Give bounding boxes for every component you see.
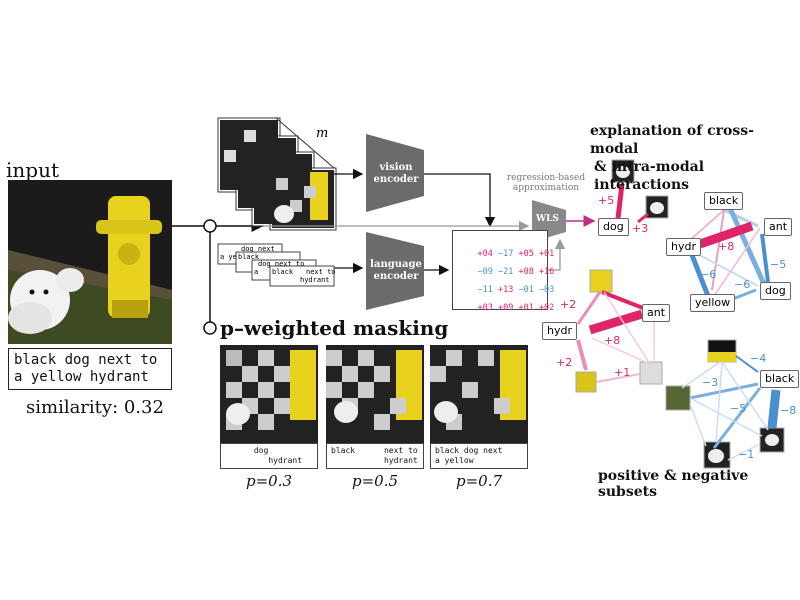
vision-encoder-label: vision encoder <box>368 162 424 186</box>
m-1-3: +16 <box>538 267 555 277</box>
weight-negative-2: −3 <box>702 376 719 389</box>
p-label-1: p=0.3 <box>246 472 293 490</box>
m-1-2: +08 <box>518 267 534 277</box>
weight-intra-2: −6 <box>700 268 717 281</box>
m-1-0: −09 <box>477 267 493 277</box>
input-photo <box>8 180 172 344</box>
node-ant-positive: ant <box>642 304 671 322</box>
positive-subset-graph <box>575 269 663 393</box>
m-2-0: −11 <box>477 285 493 295</box>
weight-intra-1: +8 <box>718 240 735 253</box>
stack-text-6: black <box>272 268 294 276</box>
node-ant-intra: ant <box>764 218 793 236</box>
thumb2-line2: hydrant <box>331 456 418 465</box>
weight-cross-2: +3 <box>632 222 649 235</box>
masked-image-stack <box>217 117 337 231</box>
thumbnail-p07 <box>430 345 528 443</box>
weight-positive-1: +2 <box>560 298 577 311</box>
m-3-1: +09 <box>497 303 514 313</box>
stack-text-3: black <box>238 253 260 261</box>
subsets-title: positive & negative subsets <box>598 468 749 500</box>
node-dog-intra: dog <box>760 282 791 300</box>
node-yellow-intra: yellow <box>690 294 736 312</box>
thumb1-line1: dog <box>225 446 269 455</box>
thumb2-line1: black next to <box>331 446 418 455</box>
m-0-0: +04 <box>477 249 493 259</box>
weight-cross-1: +5 <box>598 194 615 207</box>
thumbnail-p03 <box>220 345 318 443</box>
thumb3-line1: black dog next <box>435 446 503 455</box>
m-2-3: −03 <box>538 285 555 295</box>
m-3-3: +02 <box>538 303 555 313</box>
caption-line-2: a yellow hydrant <box>14 369 149 385</box>
language-encoder-shape <box>366 232 424 310</box>
matrix-row-2: −09 −21 +08 +16 <box>457 257 554 287</box>
weight-negative-3: −5 <box>730 402 747 415</box>
node-hydr-intra: hydr <box>666 238 701 256</box>
text-stack <box>217 243 335 287</box>
intra-modal-graph <box>687 206 770 302</box>
cross-modal-title: explanation of cross-modal & intra-modal… <box>590 122 800 194</box>
weight-positive-2: +8 <box>604 334 621 347</box>
weight-positive-4: +1 <box>614 366 631 379</box>
m-0-2: +05 <box>518 249 534 259</box>
m-3-2: +01 <box>518 303 534 313</box>
stack-text-1: dog next <box>241 245 275 253</box>
stack-text-8: hydrant <box>300 276 330 284</box>
m-label: m <box>316 126 329 141</box>
weight-intra-3: −5 <box>770 258 787 271</box>
stack-text-7: next to <box>306 268 336 276</box>
regression-label-1: regression-based <box>506 173 586 183</box>
m-0-1: −17 <box>497 249 514 259</box>
input-caption: black dog next to a yellow hydrant <box>8 348 172 390</box>
language-encoder-label-1: language <box>370 259 422 270</box>
vision-encoder-label-2: encoder <box>373 174 419 185</box>
negative-subset-graph <box>665 339 785 469</box>
matrix-row-3: −11 +13 −01 −03 <box>457 275 554 305</box>
node-dog-cross: dog <box>598 218 629 236</box>
m-1-1: −21 <box>497 267 514 277</box>
cross-title-line2: & intra-modal interactions <box>594 159 705 193</box>
weight-intra-4: −6 <box>734 278 751 291</box>
thumb-caption-3: black dog next a yellow <box>430 443 528 469</box>
weight-negative-4: −8 <box>780 404 797 417</box>
interaction-matrix: +04 −17 +05 +01 −09 −21 +08 +16 −11 +13 … <box>452 230 554 313</box>
vision-encoder-shape <box>366 134 424 212</box>
node-black-negative: black <box>760 370 800 388</box>
node-black-intra: black <box>704 192 744 210</box>
m-2-2: −01 <box>518 285 534 295</box>
thumbnail-p05 <box>326 345 424 443</box>
p-label-3: p=0.7 <box>456 472 503 490</box>
weight-negative-1: −4 <box>750 352 767 365</box>
m-0-3: +01 <box>538 249 555 259</box>
matrix-row-4: +03 +09 +01 +02 <box>457 293 554 323</box>
thumb-caption-2: black next to hydrant <box>326 443 424 469</box>
node-hydr-positive: hydr <box>542 322 577 340</box>
regression-approximation-label: regression-based approximation <box>498 173 594 193</box>
input-title: input <box>6 158 59 182</box>
m-3-0: +03 <box>477 303 493 313</box>
thumb3-line2: a yellow <box>435 456 474 465</box>
cross-title-line1: explanation of cross-modal <box>590 123 754 157</box>
thumb1-line2: hydrant <box>225 456 303 465</box>
caption-line-1: black dog next to <box>14 352 158 368</box>
stack-text-5: a <box>254 268 259 276</box>
cross-modal-graph <box>611 159 669 224</box>
weight-positive-3: +2 <box>556 356 573 369</box>
language-encoder-label-2: encoder <box>373 271 419 282</box>
regression-label-2: approximation <box>512 183 580 193</box>
vision-encoder-label-1: vision <box>379 162 413 173</box>
stack-text-2: a ye <box>220 253 237 261</box>
wls-label: WLS <box>536 214 559 224</box>
m-2-1: +13 <box>497 285 514 295</box>
masking-title: p–weighted masking <box>220 316 449 340</box>
weight-negative-5: −1 <box>738 448 755 461</box>
similarity-score: similarity: 0.32 <box>26 397 164 418</box>
stack-text-4: dog next to <box>258 260 305 268</box>
p-label-2: p=0.5 <box>352 472 399 490</box>
matrix-row-1: +04 −17 +05 +01 <box>457 239 554 269</box>
thumb-caption-1: dog hydrant <box>220 443 318 469</box>
language-encoder-label: language encoder <box>368 259 424 283</box>
